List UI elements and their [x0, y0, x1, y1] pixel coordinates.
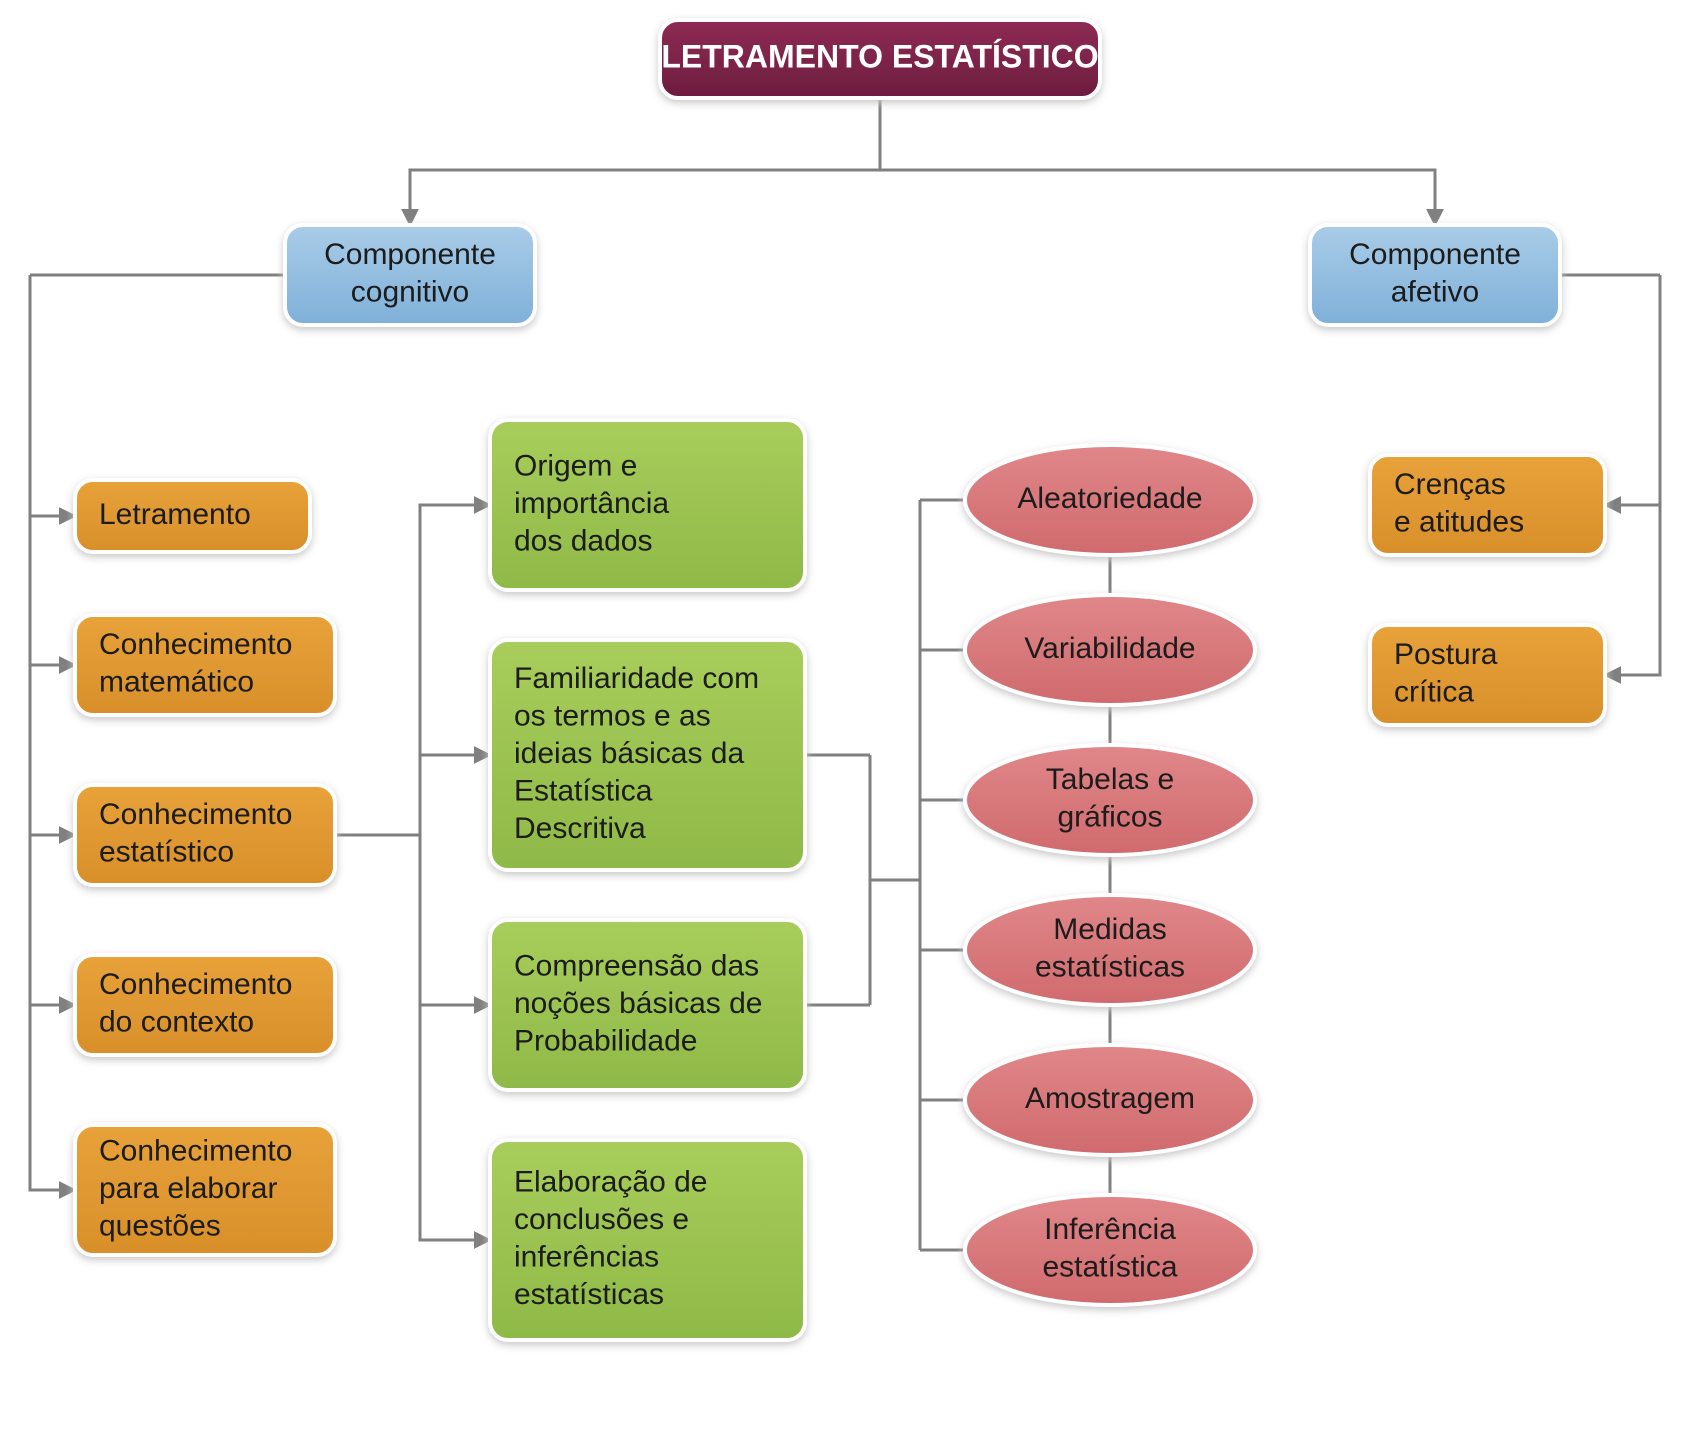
- node-crencas-text: Crenças: [1394, 468, 1506, 501]
- node-familiaridade: Familiaridade com os termos e as ideias bá…: [490, 640, 805, 870]
- node-postura-text: crítica: [1394, 676, 1474, 709]
- node-origem-text: dos dados: [514, 524, 652, 557]
- node-con_quest: Conhecimento para elaborar questões: [75, 1125, 335, 1255]
- node-con_est: Conhecimento estatístico: [75, 785, 335, 885]
- node-inferencia: Inferência estatística: [965, 1195, 1255, 1305]
- node-afetivo-text: Componente: [1349, 238, 1521, 271]
- node-compreensao-text: Probabilidade: [514, 1024, 697, 1057]
- node-crencas-text: e atitudes: [1394, 506, 1524, 539]
- node-letramento-text: Letramento: [99, 498, 251, 531]
- node-inferencia-text: Inferência: [1044, 1213, 1176, 1246]
- connector: [420, 505, 490, 835]
- connector: [30, 275, 75, 1005]
- node-familiaridade-text: Familiaridade com: [514, 662, 759, 695]
- connector: [30, 275, 75, 1190]
- node-con_quest-text: para elaborar: [99, 1172, 277, 1205]
- node-cognitivo: Componente cognitivo: [285, 225, 535, 325]
- node-postura-text: Postura: [1394, 638, 1498, 671]
- connector: [1605, 275, 1660, 675]
- node-con_ctx: Conhecimento do contexto: [75, 955, 335, 1055]
- node-amostragem: Amostragem: [965, 1045, 1255, 1155]
- node-compreensao: Compreensão das noções básicas de Probabil…: [490, 920, 805, 1090]
- node-elaboracao-text: inferências: [514, 1241, 659, 1274]
- connector: [30, 275, 75, 835]
- node-origem: Origem e importância dos dados: [490, 420, 805, 590]
- node-variabilidade-text: Variabilidade: [1024, 632, 1195, 665]
- node-con_ctx-text: Conhecimento: [99, 968, 292, 1001]
- node-con_ctx-text: do contexto: [99, 1006, 254, 1039]
- node-origem-text: importância: [514, 487, 669, 520]
- node-root-text: LETRAMENTO ESTATÍSTICO: [661, 38, 1098, 74]
- node-compreensao-text: Compreensão das: [514, 949, 759, 982]
- node-con_quest-text: Conhecimento: [99, 1134, 292, 1167]
- node-familiaridade-text: ideias básicas da: [514, 737, 744, 770]
- node-con_quest-text: questões: [99, 1209, 221, 1242]
- node-letramento: Letramento: [75, 480, 310, 552]
- node-elaboracao-text: estatísticas: [514, 1278, 664, 1311]
- node-cognitivo-text: Componente: [324, 238, 496, 271]
- node-crencas: Crenças e atitudes: [1370, 455, 1605, 555]
- node-con_est-text: Conhecimento: [99, 798, 292, 831]
- node-variabilidade: Variabilidade: [965, 595, 1255, 705]
- node-root: LETRAMENTO ESTATÍSTICO: [660, 20, 1100, 98]
- node-medidas: Medidas estatísticas: [965, 895, 1255, 1005]
- node-aleatoriedade: Aleatoriedade: [965, 445, 1255, 555]
- node-tabelas-text: Tabelas e: [1046, 763, 1174, 796]
- node-medidas-text: Medidas: [1053, 913, 1166, 946]
- node-cognitivo-text: cognitivo: [351, 276, 469, 309]
- connector: [410, 170, 880, 225]
- node-con_mat-text: matemático: [99, 666, 254, 699]
- connector: [30, 275, 75, 665]
- node-compreensao-text: noções básicas de: [514, 987, 763, 1020]
- node-familiaridade-text: os termos e as: [514, 699, 711, 732]
- node-elaboracao: Elaboração de conclusões e inferências esta…: [490, 1140, 805, 1340]
- connector: [880, 170, 1435, 225]
- node-afetivo-text: afetivo: [1391, 276, 1479, 309]
- node-elaboracao-text: Elaboração de: [514, 1166, 707, 1199]
- node-afetivo: Componente afetivo: [1310, 225, 1560, 325]
- connector: [420, 755, 490, 835]
- node-con_est-text: estatístico: [99, 836, 234, 869]
- connector: [420, 835, 490, 1240]
- diagram-root: LETRAMENTO ESTATÍSTICO Componente cognitiv…: [0, 0, 1686, 1440]
- node-elaboracao-text: conclusões e: [514, 1203, 689, 1236]
- node-inferencia-text: estatística: [1042, 1251, 1177, 1284]
- node-origem-text: Origem e: [514, 449, 637, 482]
- node-familiaridade-text: Estatística: [514, 774, 653, 807]
- node-tabelas-text: gráficos: [1057, 801, 1162, 834]
- node-con_mat: Conhecimento matemático: [75, 615, 335, 715]
- node-amostragem-text: Amostragem: [1025, 1082, 1195, 1115]
- connector: [420, 835, 490, 1005]
- node-familiaridade-text: Descritiva: [514, 812, 646, 845]
- connector: [30, 275, 75, 516]
- node-aleatoriedade-text: Aleatoriedade: [1017, 482, 1202, 515]
- connector: [1605, 275, 1660, 505]
- node-con_mat-text: Conhecimento: [99, 628, 292, 661]
- node-medidas-text: estatísticas: [1035, 951, 1185, 984]
- node-tabelas: Tabelas e gráficos: [965, 745, 1255, 855]
- node-postura: Postura crítica: [1370, 625, 1605, 725]
